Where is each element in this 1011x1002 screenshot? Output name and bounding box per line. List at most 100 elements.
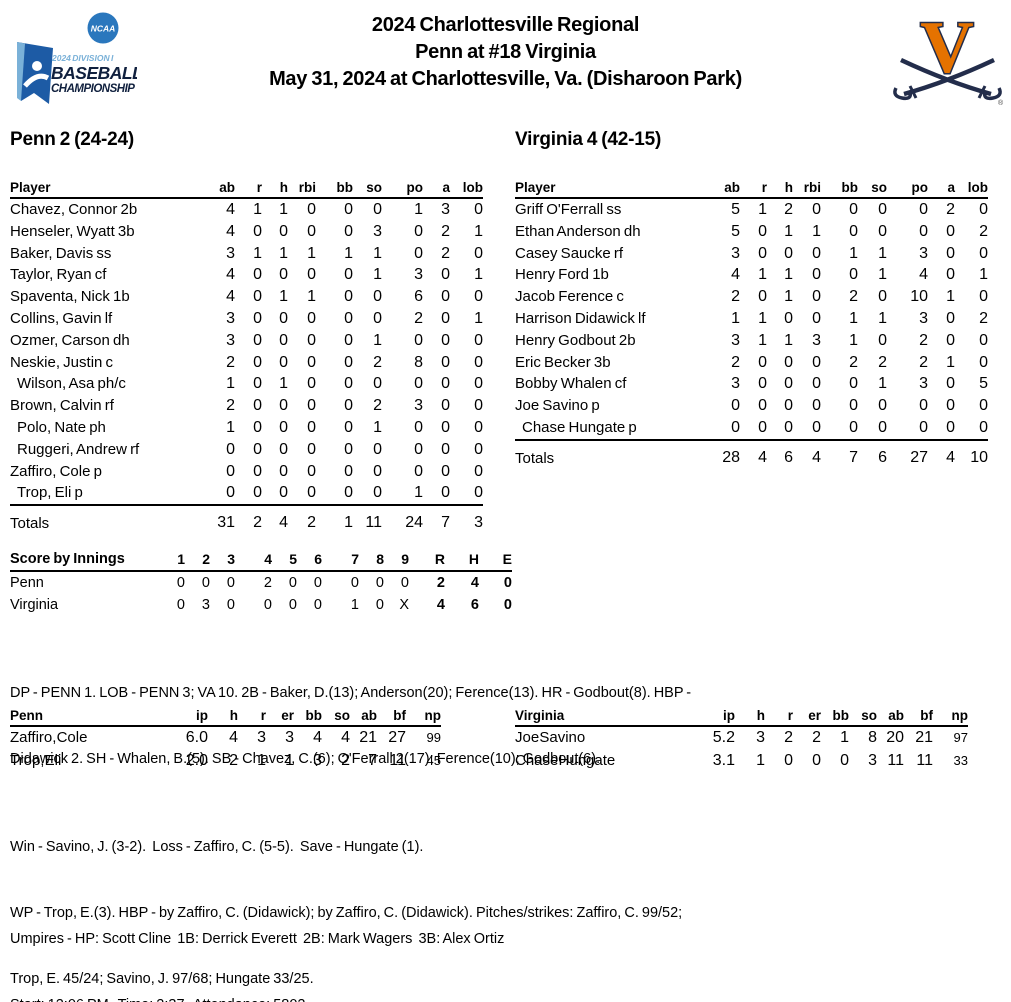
rbi-cell: 0	[307, 440, 316, 458]
i9-cell: 0	[400, 575, 409, 591]
column-header: so	[322, 704, 350, 727]
summary-line-2: Didawick 2. SH - Whalen, B.(5). SB - Cha…	[10, 751, 601, 767]
player-cell: Wilson, Asa ph/c	[17, 375, 126, 393]
rbi-cell: 3	[812, 331, 821, 349]
column-header: Player	[10, 176, 195, 199]
innings-row: Penn 0 0 0 2 0 0 0 0 0 2 4 0	[10, 571, 512, 594]
bb-cell: 0	[849, 266, 858, 284]
h-cell: 2	[784, 201, 793, 218]
column-header: np	[933, 704, 968, 727]
virginia-pitching-table: Virginia ip h r er bb so ab bf np Joe Savino 5.2 3 2…	[515, 704, 968, 772]
ncaa-championship-text: CHAMPIONSHIP	[51, 83, 135, 95]
a-cell: 0	[946, 309, 955, 327]
so-cell: 1	[878, 244, 887, 262]
ncaa-division-text: 2024 DIVISION I	[51, 53, 114, 63]
bb-cell: 3	[313, 751, 322, 769]
rbi-cell: 0	[307, 418, 316, 436]
a-cell: 0	[441, 288, 450, 306]
a-cell: 4	[946, 448, 955, 466]
a-cell: 2	[441, 244, 450, 262]
E-cell: 0	[503, 575, 512, 591]
column-header: lob	[955, 176, 988, 199]
lob-cell: 0	[979, 331, 988, 349]
player-cell: Brown, Calvin rf	[10, 397, 114, 415]
player-cell: Joe Savino p	[515, 397, 600, 415]
penn-team-line: Penn 2 (24-24)	[10, 129, 135, 150]
po-cell: 0	[414, 375, 423, 393]
i3-cell: 0	[226, 575, 235, 591]
ab-cell: 11	[887, 751, 904, 769]
r-cell: 0	[253, 288, 262, 306]
column-header: h	[208, 704, 238, 727]
rbi-cell: 0	[793, 416, 821, 441]
rbi-cell: 0	[307, 331, 316, 349]
po-cell: 4	[919, 266, 928, 284]
player-cell: Chavez, Connor 2b	[10, 201, 138, 218]
player-cell: Trop, Eli p	[10, 482, 195, 507]
column-header: er	[266, 704, 294, 727]
penn-batting-row: Henseler, Wyatt 3b 4 0 0 0 0 3 0 2 1	[10, 221, 483, 243]
so-cell: 1	[373, 244, 382, 262]
player-cell: Spaventa, Nick 1b	[10, 288, 130, 306]
bf-cell: 27	[388, 729, 406, 746]
so-cell: 1	[373, 331, 382, 349]
lob-cell: 5	[979, 375, 988, 393]
ab-cell: 5	[731, 201, 740, 218]
r-cell: 0	[253, 222, 262, 240]
column-header: h	[262, 176, 288, 199]
name-cell: Chase Hungate	[515, 751, 616, 769]
name-cell: Joe Savino	[515, 729, 586, 746]
ab-cell: 0	[226, 440, 235, 458]
column-header: ab	[195, 176, 235, 199]
column-header: bb	[821, 176, 858, 199]
po-cell: 0	[414, 244, 423, 262]
team-cell: Penn	[10, 575, 44, 591]
column-header: bb	[294, 704, 322, 727]
ab-cell: 1	[226, 418, 235, 436]
H-cell: 4	[470, 575, 479, 591]
virginia-batting-row: Griff O'Ferrall ss 5 1 2 0 0 0 0 2 0	[515, 198, 988, 221]
column-header: lob	[450, 176, 483, 199]
i7-cell: 1	[350, 597, 359, 613]
po-cell: 3	[414, 266, 423, 284]
penn-batting-row: Baker, Davis ss 3 1 1 1 1 1 0 2 0	[10, 243, 483, 265]
so-cell: 11	[365, 514, 382, 532]
virginia-batting-row: Henry Godbout 2b 3 1 1 3 1 0 2 0 0	[515, 330, 988, 352]
ncaa-baseball-championship-logo: NCAA 2024 DIVISION I BASEBALL CHAMPIONSH…	[15, 8, 143, 115]
bb-cell: 0	[344, 375, 353, 393]
rbi-cell: 0	[307, 397, 316, 415]
column-header: 5	[272, 547, 297, 572]
bb-cell: 0	[849, 397, 858, 415]
penn-batting-row: Collins, Gavin lf 3 0 0 0 0 0 2 0 1	[10, 308, 483, 330]
ab-cell: 3	[226, 244, 235, 262]
penn-batting-row: Polo, Nate ph 1 0 0 0 0 1 0 0 0	[10, 417, 483, 439]
po-cell: 1	[414, 201, 423, 218]
R-cell: 2	[436, 575, 445, 591]
player-cell: Henseler, Wyatt 3b	[10, 222, 135, 240]
h-cell: 0	[767, 416, 793, 441]
player-cell: Neskie, Justin c	[10, 353, 114, 371]
po-cell: 0	[919, 397, 928, 415]
column-header: bb	[821, 704, 849, 727]
po-cell: 0	[414, 222, 423, 240]
virginia-pitching-header-row: Virginia ip h r er bb so ab bf np	[515, 704, 968, 727]
virginia-batting-table: Player ab r h rbi bb so po a lob Griff O'Ferrall …	[515, 176, 988, 469]
a-cell: 0	[441, 266, 450, 284]
r-cell: 0	[253, 462, 262, 480]
ab-cell: 3	[226, 309, 235, 327]
column-header: Player	[515, 176, 700, 199]
bb-cell: 0	[344, 222, 353, 240]
so-cell: 0	[373, 201, 382, 218]
ab-cell: 0	[226, 462, 235, 480]
so-cell: 0	[878, 331, 887, 349]
ab-cell: 0	[195, 482, 235, 507]
r-cell: 0	[758, 244, 767, 262]
so-cell: 0	[353, 482, 382, 507]
h-cell: 0	[784, 375, 793, 393]
name-cell: Zaffiro, Cole	[10, 729, 88, 746]
penn-batting-row: Chavez, Connor 2b 4 1 1 0 0 0 1 3 0	[10, 198, 483, 221]
player-cell: Baker, Davis ss	[10, 244, 112, 262]
h-cell: 0	[279, 440, 288, 458]
virginia-batting-row: Bobby Whalen cf 3 0 0 0 0 1 3 0 5	[515, 373, 988, 395]
